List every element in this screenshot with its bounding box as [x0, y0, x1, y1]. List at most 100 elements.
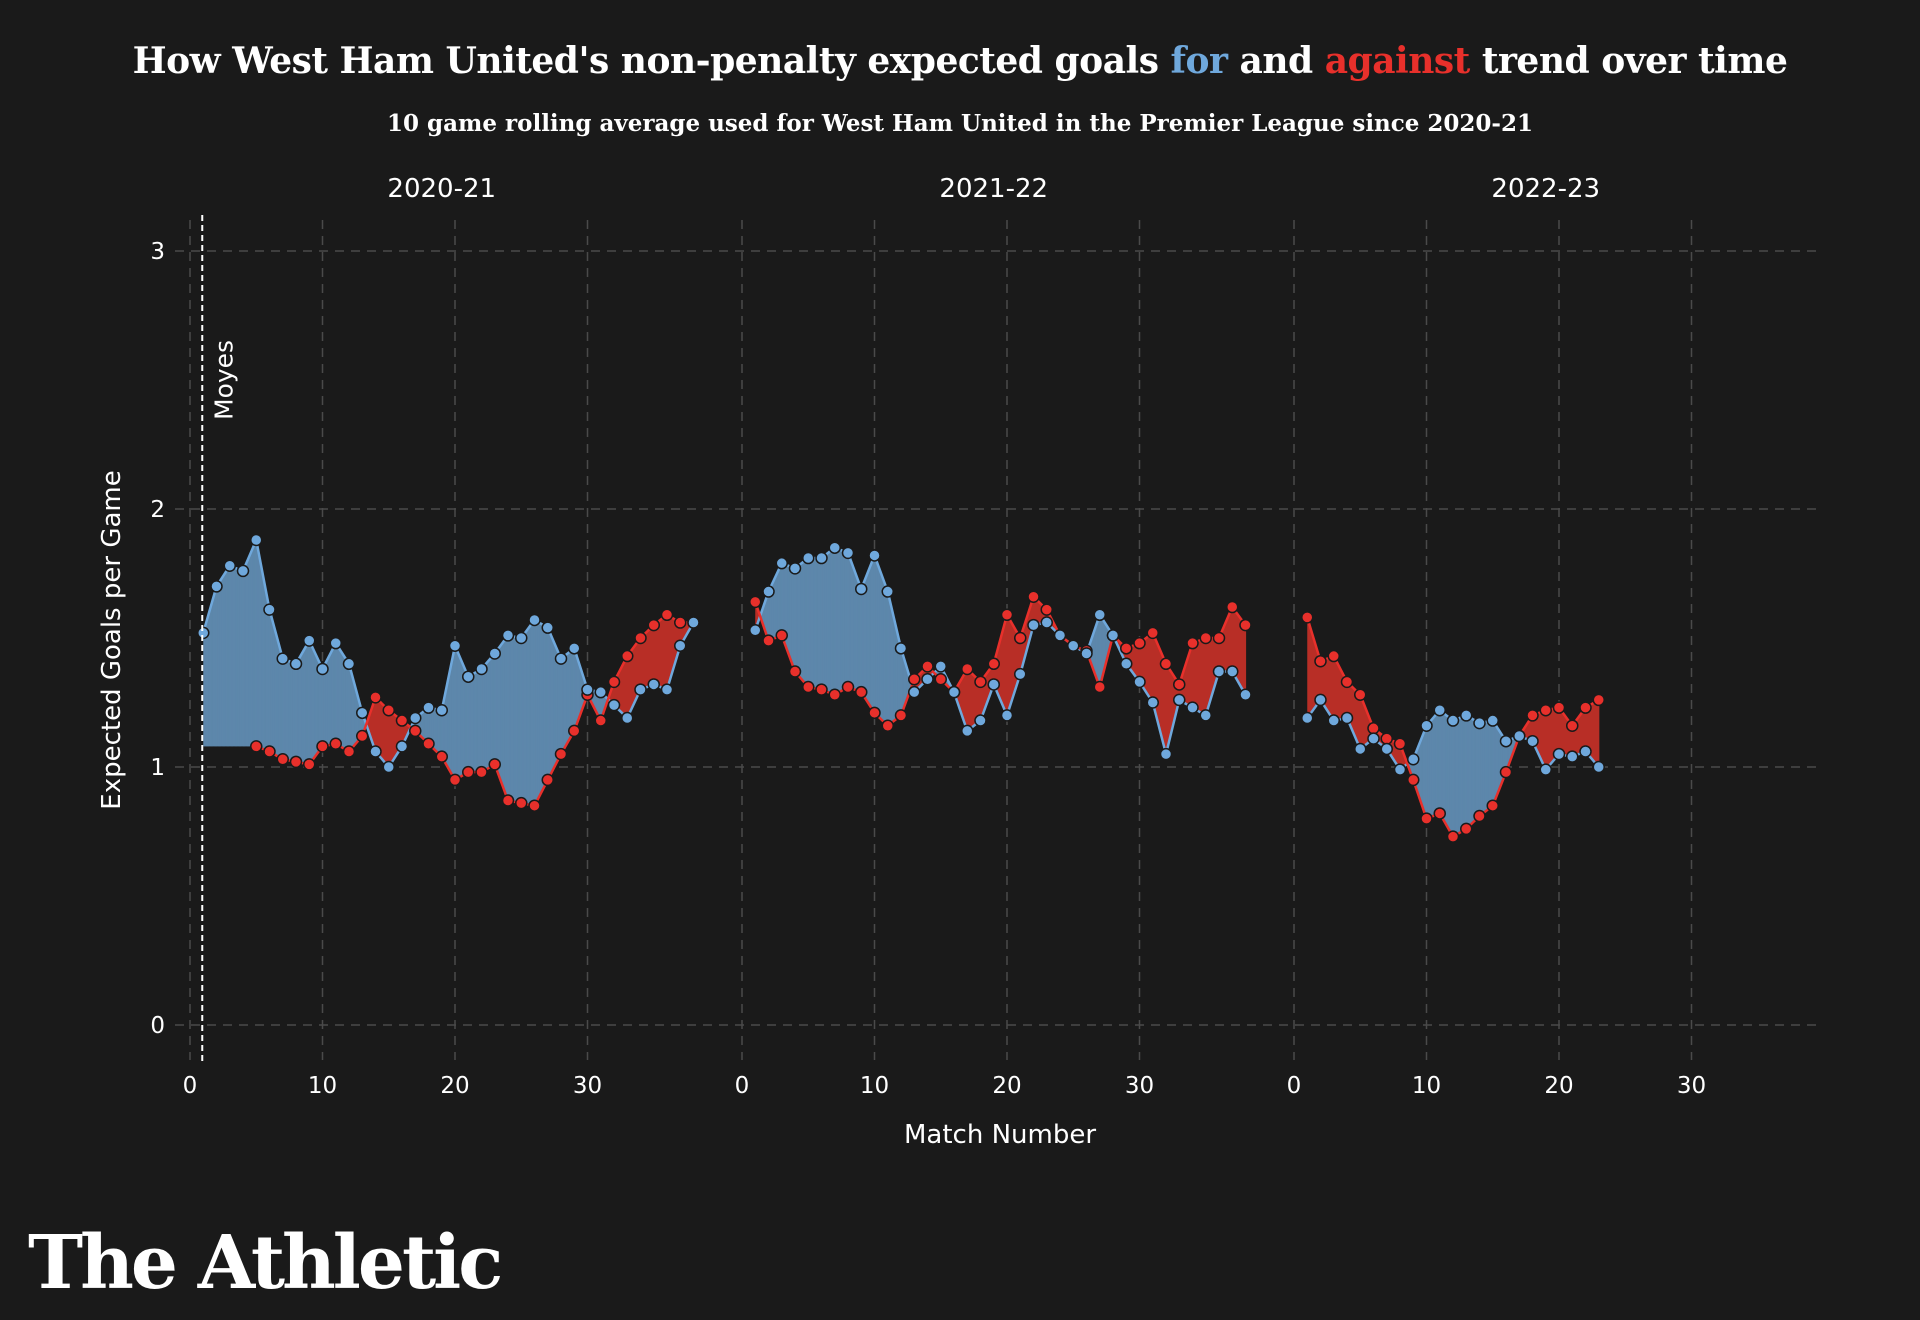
- xg-against-point: [855, 685, 868, 699]
- xg-for-point: [1133, 675, 1146, 689]
- y-tick-label: 3: [150, 239, 165, 265]
- xg-for-point: [1552, 747, 1566, 761]
- xg-for-point: [594, 685, 607, 699]
- xg-for-point: [303, 634, 316, 647]
- xg-against-point: [1433, 807, 1446, 820]
- xg-for-point: [1592, 760, 1605, 774]
- xg-for-point: [1314, 693, 1327, 707]
- xg-for-point: [1499, 734, 1513, 748]
- xg-against-point: [462, 765, 475, 779]
- y-tick-label: 1: [150, 755, 165, 781]
- xg-against-point: [1173, 678, 1186, 691]
- xg-against-point: [674, 616, 687, 629]
- xg-for-point: [908, 685, 921, 699]
- xg-for-point: [1014, 667, 1027, 681]
- xg-against-point: [1159, 657, 1173, 671]
- xg-against-point: [541, 773, 554, 787]
- xg-against-point: [802, 680, 815, 694]
- xg-against-point: [762, 634, 775, 647]
- xg-against-point: [276, 753, 289, 766]
- xg-for-point: [1080, 647, 1093, 660]
- xg-for-point: [1393, 763, 1407, 776]
- xg-against-point: [1393, 737, 1407, 751]
- xg-against-point: [881, 719, 894, 732]
- title-suffix: trend over time: [1469, 40, 1788, 82]
- xg-against-point: [908, 673, 921, 686]
- xg-against-point: [1000, 608, 1014, 622]
- xg-for-point: [674, 639, 687, 652]
- xg-against-point: [647, 618, 660, 632]
- chart-title: How West Ham United's non-penalty expect…: [0, 40, 1920, 82]
- xg-for-point: [855, 582, 868, 596]
- xg-for-point: [1327, 714, 1340, 727]
- xg-against-point: [289, 755, 303, 769]
- xg-for-point: [435, 703, 448, 717]
- season-label: 2021-22: [939, 174, 1048, 204]
- xg-against-point: [921, 660, 934, 673]
- y-tick-label: 0: [150, 1013, 165, 1039]
- xg-for-point: [568, 642, 581, 655]
- xg-for-point: [236, 564, 250, 578]
- xg-against-point: [1473, 809, 1486, 823]
- xg-against-point: [894, 709, 908, 722]
- xg-against-point: [488, 758, 501, 771]
- xg-against-point: [634, 631, 647, 645]
- x-tick-label: 30: [1125, 1073, 1154, 1099]
- xg-for-point: [1027, 618, 1040, 632]
- title-for: for: [1170, 40, 1228, 82]
- xg-against-point: [1539, 703, 1552, 717]
- xg-against-point: [409, 724, 422, 738]
- xg-for-point: [621, 711, 634, 725]
- xg-against-point: [775, 629, 788, 642]
- xg-against-point: [568, 724, 581, 738]
- xg-against-point: [1499, 765, 1513, 779]
- x-tick-label: 0: [735, 1073, 750, 1099]
- xg-against-point: [1446, 830, 1460, 843]
- xg-against-point: [934, 673, 947, 686]
- xg-against-point: [395, 714, 409, 727]
- xg-for-point: [223, 559, 236, 573]
- xg-for-point: [687, 616, 700, 629]
- xg-for-point: [1173, 693, 1186, 707]
- xg-for-point: [802, 551, 815, 565]
- xg-against-point: [1486, 799, 1499, 812]
- xg-for-point: [647, 678, 660, 691]
- xg-for-point: [488, 647, 501, 660]
- x-tick-label: 20: [1544, 1073, 1573, 1099]
- brand-logo: The Athletic: [28, 1220, 503, 1306]
- xg-against-point: [1027, 590, 1040, 603]
- xg-against-point: [1420, 812, 1433, 825]
- xg-for-point: [289, 657, 303, 671]
- xg-for-point: [1473, 716, 1486, 730]
- y-axis-title: Expected Goals per Game: [97, 470, 127, 809]
- xg-for-point: [356, 706, 369, 720]
- xg-against-point: [501, 794, 515, 807]
- xg-against-point: [1093, 680, 1106, 694]
- xg-against-point: [316, 740, 329, 753]
- xg-against-point: [382, 703, 395, 717]
- xg-for-point: [1226, 665, 1239, 678]
- xg-for-point: [894, 642, 908, 655]
- xg-against-point: [1354, 688, 1367, 702]
- xg-against-point: [1014, 631, 1027, 645]
- xg-for-point: [448, 639, 462, 652]
- xg-for-point: [961, 724, 974, 738]
- xg-for-point: [528, 613, 541, 627]
- x-tick-label: 0: [1287, 1073, 1302, 1099]
- xg-against-point: [1460, 822, 1473, 836]
- xg-for-point: [921, 673, 934, 686]
- xg-for-point: [660, 683, 674, 696]
- xg-against-point: [1380, 732, 1393, 745]
- xg-ribbon-segment: [1244, 623, 1247, 695]
- xg-against-point: [1579, 701, 1592, 714]
- xg-against-point: [1367, 722, 1380, 735]
- xg-for-point: [815, 551, 828, 565]
- xg-for-point: [1407, 753, 1420, 766]
- season-label: 2022-23: [1491, 174, 1600, 204]
- xg-for-point: [462, 670, 475, 683]
- xg-for-point: [1301, 711, 1314, 725]
- xg-for-point: [1486, 714, 1499, 727]
- xg-for-point: [1566, 750, 1579, 763]
- xg-for-point: [1239, 688, 1252, 702]
- xg-for-point: [1446, 714, 1460, 727]
